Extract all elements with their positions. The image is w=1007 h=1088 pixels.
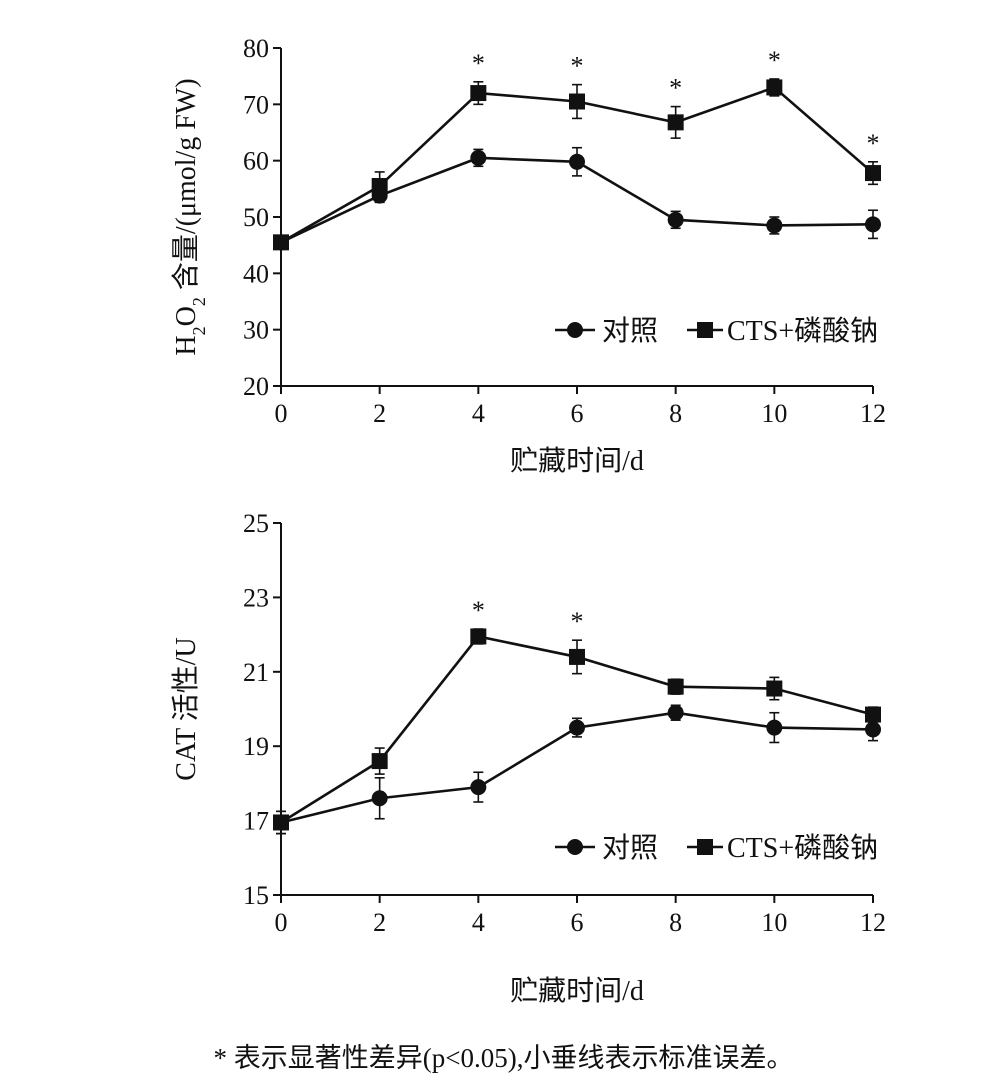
data-point xyxy=(667,114,684,131)
series-control xyxy=(273,146,881,251)
y-tick-label: 50 xyxy=(243,203,269,232)
data-point xyxy=(865,216,881,233)
y-axis-title-part: 2 xyxy=(189,326,209,335)
y-axis-title-part: 2 xyxy=(189,297,209,306)
legend-marker-control xyxy=(567,839,583,855)
y-tick-label: 17 xyxy=(243,807,269,836)
data-point xyxy=(667,704,684,721)
x-tick-label: 2 xyxy=(373,399,386,428)
legend-marker-control xyxy=(567,322,583,338)
y-tick-label: 15 xyxy=(243,881,269,910)
data-point xyxy=(371,178,388,195)
data-point xyxy=(371,753,388,770)
data-point xyxy=(470,85,487,102)
legend-marker-treatment xyxy=(697,322,713,338)
x-tick-label: 10 xyxy=(761,399,787,428)
data-point xyxy=(667,678,684,695)
significance-marker: * xyxy=(669,74,682,103)
data-point xyxy=(569,648,585,665)
data-point xyxy=(273,814,289,831)
data-point xyxy=(470,779,487,796)
legend-marker-treatment xyxy=(697,839,713,855)
legend-label-control: 对照 xyxy=(602,832,658,864)
significance-marker: * xyxy=(571,52,584,81)
data-point xyxy=(667,211,684,228)
y-tick-label: 25 xyxy=(243,509,269,538)
series-treatment xyxy=(273,628,881,835)
y-axis-title-part: O xyxy=(171,306,202,326)
y-axis-title-part: H xyxy=(171,335,202,355)
data-point xyxy=(865,706,881,723)
x-tick-label: 2 xyxy=(373,908,386,937)
y-tick-label: 19 xyxy=(243,732,269,761)
data-point xyxy=(865,165,881,182)
legend-label-control: 对照 xyxy=(602,315,658,347)
data-point xyxy=(470,149,487,166)
data-point xyxy=(569,93,585,110)
x-tick-label: 4 xyxy=(472,908,485,937)
significance-marker: * xyxy=(571,607,584,636)
x-tick-label: 8 xyxy=(669,399,682,428)
x-tick-label: 0 xyxy=(275,908,288,937)
chart-cat: 15 17 19 21 23 25 0 2 4 6 8 10 12 贮藏时间/d CAT 活性/U * * 对照 C… xyxy=(170,509,886,1007)
x-tick-label: 6 xyxy=(571,399,584,428)
x-tick-label: 4 xyxy=(472,399,485,428)
data-point xyxy=(766,79,783,96)
y-axis-title: CAT 活性/U xyxy=(170,637,202,780)
significance-marker: * xyxy=(472,49,485,78)
data-point xyxy=(766,680,783,697)
legend-label-treatment: CTS+磷酸钠 xyxy=(727,315,878,347)
data-point xyxy=(371,790,388,807)
series-control xyxy=(273,704,881,835)
y-axis-title: H2O2 含量/(μmol/g FW) xyxy=(170,78,209,355)
data-point xyxy=(470,628,487,645)
y-tick-label: 80 xyxy=(243,34,269,63)
y-tick-label: 30 xyxy=(243,316,269,345)
x-tick-label: 12 xyxy=(860,908,886,937)
y-axis-title-part: 含量/(μmol/g FW) xyxy=(170,78,202,297)
y-tick-label: 70 xyxy=(243,90,269,119)
x-tick-label: 12 xyxy=(860,399,886,428)
data-point xyxy=(569,153,585,170)
data-point xyxy=(766,217,783,234)
x-tick-label: 0 xyxy=(275,399,288,428)
figure-caption: * 表示显著性差异(p<0.05),小垂线表示标准误差。 xyxy=(213,1043,794,1073)
data-point xyxy=(865,721,881,738)
legend: 对照 CTS+磷酸钠 xyxy=(555,832,878,864)
data-point xyxy=(273,234,289,251)
data-point xyxy=(766,719,783,736)
x-tick-label: 6 xyxy=(571,908,584,937)
x-tick-label: 8 xyxy=(669,908,682,937)
y-tick-label: 40 xyxy=(243,259,269,288)
legend: 对照 CTS+磷酸钠 xyxy=(555,315,878,347)
y-tick-label: 23 xyxy=(243,583,269,612)
x-axis-title: 贮藏时间/d xyxy=(510,445,644,477)
significance-marker: * xyxy=(768,46,781,75)
y-tick-label: 60 xyxy=(243,147,269,176)
significance-marker: * xyxy=(472,596,485,625)
y-tick-label: 20 xyxy=(243,372,269,401)
significance-marker: * xyxy=(867,129,880,158)
x-axis-title: 贮藏时间/d xyxy=(510,975,644,1007)
series-treatment xyxy=(273,78,881,251)
data-point xyxy=(569,719,585,736)
x-tick-label: 10 xyxy=(761,908,787,937)
legend-label-treatment: CTS+磷酸钠 xyxy=(727,832,878,864)
y-tick-label: 21 xyxy=(243,658,269,687)
